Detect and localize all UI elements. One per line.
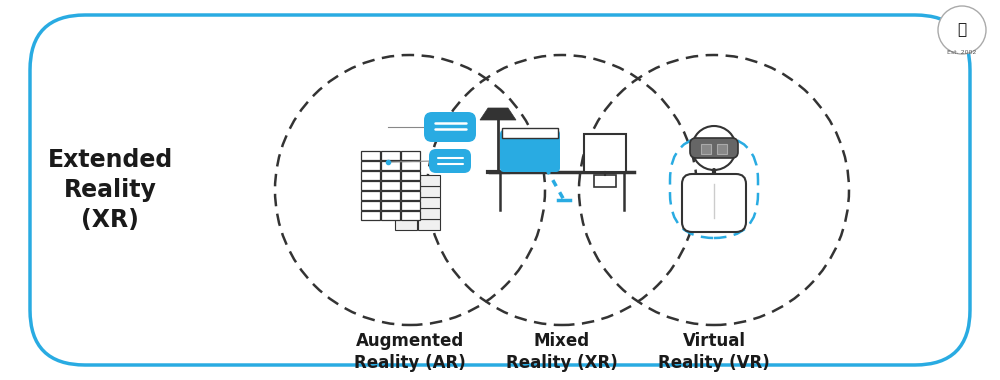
Bar	[594, 175, 616, 187]
Polygon shape	[480, 108, 516, 120]
Bar	[418, 208, 440, 218]
Bar	[400, 201, 420, 209]
Text: Mixed
Reality (XR): Mixed Reality (XR)	[506, 332, 618, 372]
Bar	[380, 160, 400, 169]
Bar	[380, 211, 400, 220]
Bar	[395, 219, 417, 230]
Circle shape	[938, 6, 986, 54]
Bar	[360, 201, 380, 209]
Bar	[360, 211, 380, 220]
Bar	[360, 150, 380, 160]
Bar	[502, 128, 558, 138]
Bar	[360, 180, 380, 190]
Bar	[400, 211, 420, 220]
Bar	[395, 208, 417, 218]
Bar	[380, 171, 400, 179]
Bar	[584, 134, 626, 172]
Bar	[395, 187, 417, 196]
FancyBboxPatch shape	[690, 138, 738, 158]
FancyBboxPatch shape	[682, 174, 746, 232]
Bar	[418, 197, 440, 207]
Bar	[380, 180, 400, 190]
Text: Extended
Reality
(XR): Extended Reality (XR)	[47, 148, 173, 232]
Text: Virtual
Reality (VR): Virtual Reality (VR)	[658, 332, 770, 372]
Bar	[360, 160, 380, 169]
Circle shape	[692, 126, 736, 170]
Bar	[380, 150, 400, 160]
Bar	[400, 171, 420, 179]
Bar	[380, 201, 400, 209]
Bar	[400, 180, 420, 190]
Bar	[418, 187, 440, 196]
Bar	[380, 190, 400, 200]
Bar	[360, 190, 380, 200]
Bar	[418, 176, 440, 185]
FancyBboxPatch shape	[429, 149, 471, 173]
Text: 🌳: 🌳	[957, 22, 967, 38]
Text: Augmented
Reality (AR): Augmented Reality (AR)	[354, 332, 466, 372]
Bar	[400, 160, 420, 169]
Bar	[400, 190, 420, 200]
Text: Est. 2002: Est. 2002	[947, 49, 977, 54]
Bar	[701, 144, 711, 154]
Bar	[395, 197, 417, 207]
FancyBboxPatch shape	[30, 15, 970, 365]
FancyBboxPatch shape	[424, 112, 476, 142]
Bar	[360, 171, 380, 179]
Bar	[717, 144, 727, 154]
Bar	[418, 219, 440, 230]
FancyBboxPatch shape	[500, 130, 560, 172]
Bar	[395, 176, 417, 185]
Bar	[400, 150, 420, 160]
